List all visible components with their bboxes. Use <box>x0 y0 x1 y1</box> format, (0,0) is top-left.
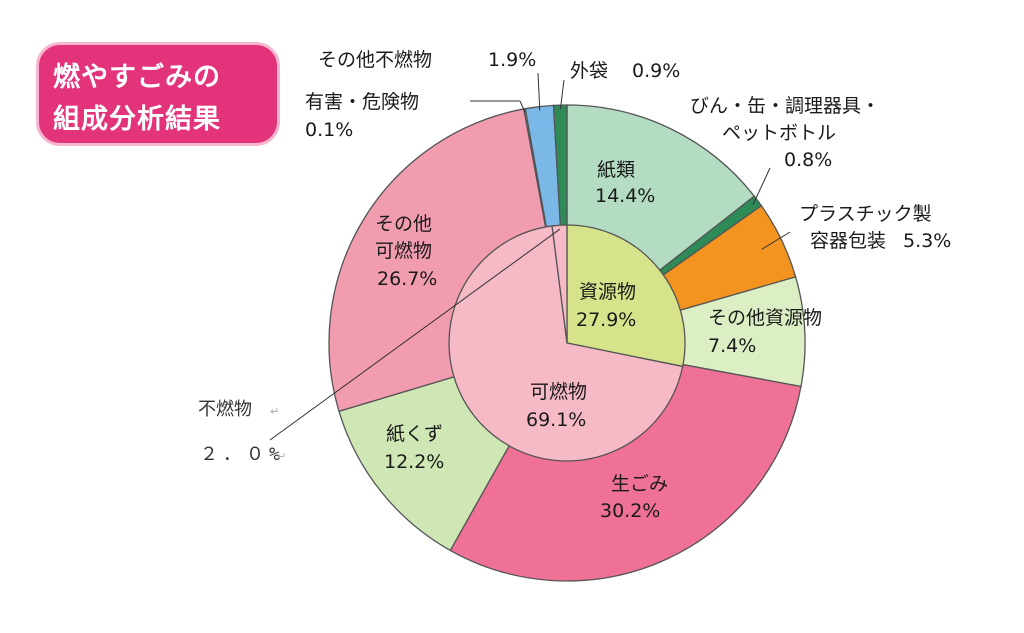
slice-noncombustible <box>551 224 568 344</box>
label-recyclable-pct: 27.9% <box>576 309 636 331</box>
label-hazardous-name: 有害・危険物 <box>305 91 419 113</box>
chart-title-line1: 燃やすごみの <box>53 62 221 93</box>
label-combustible-name: 可燃物 <box>530 381 587 403</box>
label-food-waste-name: 生ごみ <box>611 473 668 495</box>
leader-other-noncombustible <box>537 72 541 111</box>
leader-lines <box>269 72 791 441</box>
label-plastic-name2: 容器包装 <box>810 230 886 252</box>
label-outer-bags-name: 外袋 <box>570 60 608 82</box>
label-combustible-pct: 69.1% <box>526 409 586 431</box>
label-other-noncombustible-pct: 1.9% <box>488 49 536 71</box>
label-other-resources-pct: 7.4% <box>708 335 756 357</box>
leader-noncombustible <box>269 228 561 441</box>
title-badge: 燃やすごみの 組成分析結果 <box>36 42 280 146</box>
slice-other-resources <box>566 276 806 388</box>
leader-bottles <box>752 167 771 205</box>
label-paper-scraps-name: 紙くず <box>386 423 443 445</box>
label-noncombustible-name: 不燃物 <box>198 399 252 420</box>
label-bottles-name1: びん・缶・調理器具・ <box>690 95 880 117</box>
label-recyclable-name: 資源物 <box>579 281 636 303</box>
label-noncombustible-pct: ２．０% <box>200 444 285 465</box>
slice-recyclable <box>566 224 686 368</box>
label-paper-name: 紙類 <box>597 159 635 181</box>
label-other-combustible-name2: 可燃物 <box>375 240 432 262</box>
slice-combustible <box>448 225 684 462</box>
label-bottles-pct: 0.8% <box>784 149 832 171</box>
edit-mark: ↵ <box>277 450 286 463</box>
label-other-resources-name: その他資源物 <box>708 307 822 329</box>
label-plastic-name1: プラスチック製 <box>799 203 932 225</box>
label-outer-bags-pct: 0.9% <box>632 60 680 82</box>
chart-title-line2: 組成分析結果 <box>53 104 221 135</box>
label-bottles-name2: ペットボトル <box>722 122 836 144</box>
label-hazardous-pct: 0.1% <box>305 119 353 141</box>
label-plastic-pct: 5.3% <box>903 230 951 252</box>
label-paper-scraps-pct: 12.2% <box>384 451 444 473</box>
leader-hazardous <box>519 100 526 113</box>
label-other-combustible-name1: その他 <box>375 213 432 235</box>
label-other-noncombustible-name: その他不燃物 <box>318 49 432 71</box>
inner-ring <box>448 224 686 462</box>
label-paper-pct: 14.4% <box>595 185 655 207</box>
leader-plastic <box>761 231 791 250</box>
edit-mark: ↵ <box>270 405 279 418</box>
label-food-waste-pct: 30.2% <box>600 500 660 522</box>
leader-outer-bags <box>559 79 565 110</box>
label-other-combustible-pct: 26.7% <box>377 268 437 290</box>
